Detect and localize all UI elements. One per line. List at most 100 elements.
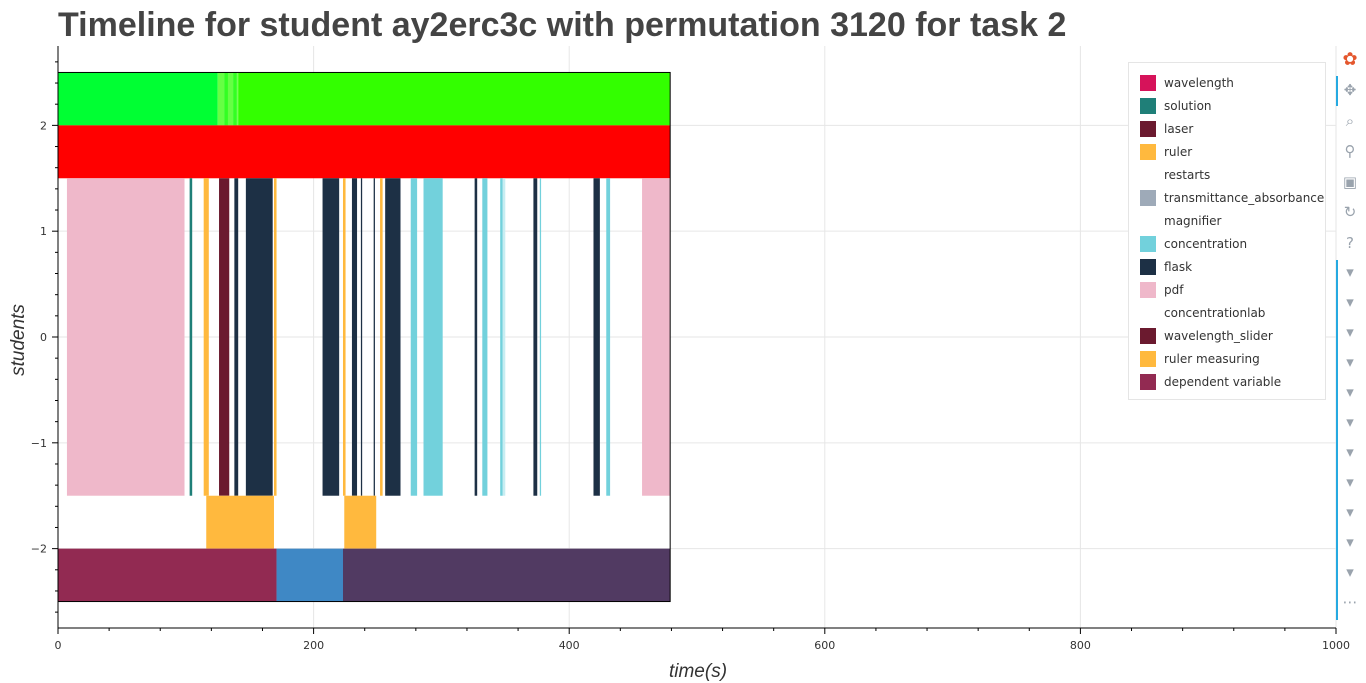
wheel-zoom-icon[interactable]: ⚲	[1344, 142, 1356, 160]
timeline-segment	[66, 178, 185, 496]
legend-item[interactable]: laser	[1140, 117, 1325, 140]
legend-item[interactable]: concentration	[1140, 232, 1325, 255]
hover-icon[interactable]: ▾	[1346, 412, 1354, 431]
hover-icon[interactable]: ▾	[1346, 442, 1354, 461]
legend-swatch	[1140, 373, 1156, 390]
timeline-segment	[224, 72, 228, 126]
legend-item[interactable]: solution	[1140, 94, 1325, 117]
x-tick-label: 400	[559, 639, 580, 652]
timeline-segment	[360, 178, 363, 496]
legend-item[interactable]: wavelength	[1140, 71, 1325, 94]
x-tick-label: 1000	[1322, 639, 1350, 652]
timeline-segment	[533, 178, 538, 496]
legend-item[interactable]: concentrationlab	[1140, 301, 1325, 324]
y-axis-title: students	[8, 304, 29, 376]
hover-icon[interactable]: ▾	[1346, 292, 1354, 311]
timeline-segment	[219, 178, 230, 496]
legend-item[interactable]: magnifier	[1140, 209, 1325, 232]
legend: wavelength solution laser ruler restarts tran…	[1128, 62, 1326, 400]
timeline-segment	[236, 72, 239, 126]
timeline-segment	[217, 72, 225, 126]
legend-item[interactable]: wavelength_slider	[1140, 324, 1325, 347]
y-tick-label: −1	[31, 437, 47, 450]
y-tick-label: 1	[40, 225, 47, 238]
hover-icon[interactable]: ▾	[1346, 502, 1354, 521]
legend-item[interactable]: dependent variable	[1140, 370, 1325, 393]
legend-item[interactable]: flask	[1140, 255, 1325, 278]
toolbar: ✿ ✥ ⌕ ⚲ ▣ ↻? ▾ ▾ ▾ ▾ ▾ ▾ ▾ ▾ ▾ ▾ ▾ ⋯	[1336, 46, 1366, 636]
timeline-segment	[273, 178, 277, 496]
save-icon[interactable]: ▣	[1342, 172, 1358, 191]
legend-swatch	[1140, 304, 1156, 321]
legend-item[interactable]: ruler measuring	[1140, 347, 1325, 370]
legend-label: magnifier	[1164, 213, 1222, 228]
timeline-segment	[351, 178, 358, 496]
legend-label: restarts	[1164, 167, 1211, 182]
axes: 0 200 400 600 800 1000 2 1 0 −1 −2	[31, 46, 1350, 652]
legend-swatch	[1140, 166, 1156, 183]
bokeh-logo-icon: ✿	[1342, 49, 1358, 70]
y-tick-label: 2	[40, 119, 47, 132]
more-icon[interactable]: ⋯	[1342, 592, 1358, 611]
legend-label: transmittance_absorbance	[1164, 190, 1325, 205]
y-tick-label: −2	[31, 543, 47, 556]
x-tick-label: 800	[1070, 639, 1091, 652]
legend-label: dependent variable	[1164, 374, 1282, 389]
timeline-segment	[342, 178, 346, 496]
box-zoom-icon[interactable]: ⌕	[1345, 111, 1355, 130]
timeline-segment	[245, 178, 273, 496]
timeline-segment	[206, 495, 274, 549]
timeline-segment	[410, 178, 418, 496]
hover-icon[interactable]: ▾	[1346, 382, 1354, 401]
legend-item[interactable]: pdf	[1140, 278, 1325, 301]
legend-swatch	[1140, 74, 1156, 91]
timeline-segment	[385, 178, 401, 496]
timeline-segment	[380, 178, 383, 496]
legend-swatch	[1140, 258, 1156, 275]
legend-swatch	[1140, 350, 1156, 367]
hover-icon[interactable]: ▾	[1346, 562, 1354, 581]
legend-label: pdf	[1164, 282, 1184, 297]
legend-label: laser	[1164, 121, 1194, 136]
hover-icon[interactable]: ▾	[1346, 472, 1354, 491]
legend-item[interactable]: restarts	[1140, 163, 1325, 186]
timeline-segment	[423, 178, 443, 496]
timeline-segment	[58, 125, 671, 179]
legend-swatch	[1140, 235, 1156, 252]
reset-icon[interactable]: ↻	[1343, 203, 1357, 221]
legend-swatch	[1140, 281, 1156, 298]
y-tick-label: 0	[40, 331, 47, 344]
x-tick-label: 0	[55, 639, 62, 652]
pan-icon[interactable]: ✥	[1343, 81, 1357, 99]
hover-icon[interactable]: ▾	[1346, 322, 1354, 341]
timeline-segment	[373, 178, 375, 496]
hover-icon[interactable]: ▾	[1346, 532, 1354, 551]
timeline-segment	[474, 178, 478, 496]
legend-swatch	[1140, 189, 1156, 206]
x-tick-label: 200	[303, 639, 324, 652]
hover-icon[interactable]: ▾	[1346, 352, 1354, 371]
timeline-segment	[593, 178, 600, 496]
active-tool-indicator	[1336, 76, 1338, 106]
legend-swatch	[1140, 212, 1156, 229]
hover-icon[interactable]: ▾	[1346, 262, 1354, 281]
timeline-segment	[482, 178, 488, 496]
timeline-segment	[539, 178, 542, 496]
x-axis-title: time(s)	[669, 661, 727, 682]
legend-label: ruler	[1164, 144, 1193, 159]
help-icon[interactable]: ?	[1346, 233, 1354, 252]
timeline-segment	[500, 178, 503, 496]
legend-swatch	[1140, 120, 1156, 137]
timeline-segment	[342, 548, 671, 602]
timeline-segment	[344, 495, 377, 549]
legend-item[interactable]: transmittance_absorbance	[1140, 186, 1325, 209]
timeline-segments	[58, 72, 671, 602]
timeline-segment	[276, 548, 343, 602]
timeline-segment	[227, 72, 234, 126]
legend-label: wavelength	[1164, 75, 1234, 90]
timeline-segment	[642, 178, 671, 496]
legend-item[interactable]: ruler	[1140, 140, 1325, 163]
legend-label: solution	[1164, 98, 1212, 113]
timeline-segment	[58, 72, 218, 126]
